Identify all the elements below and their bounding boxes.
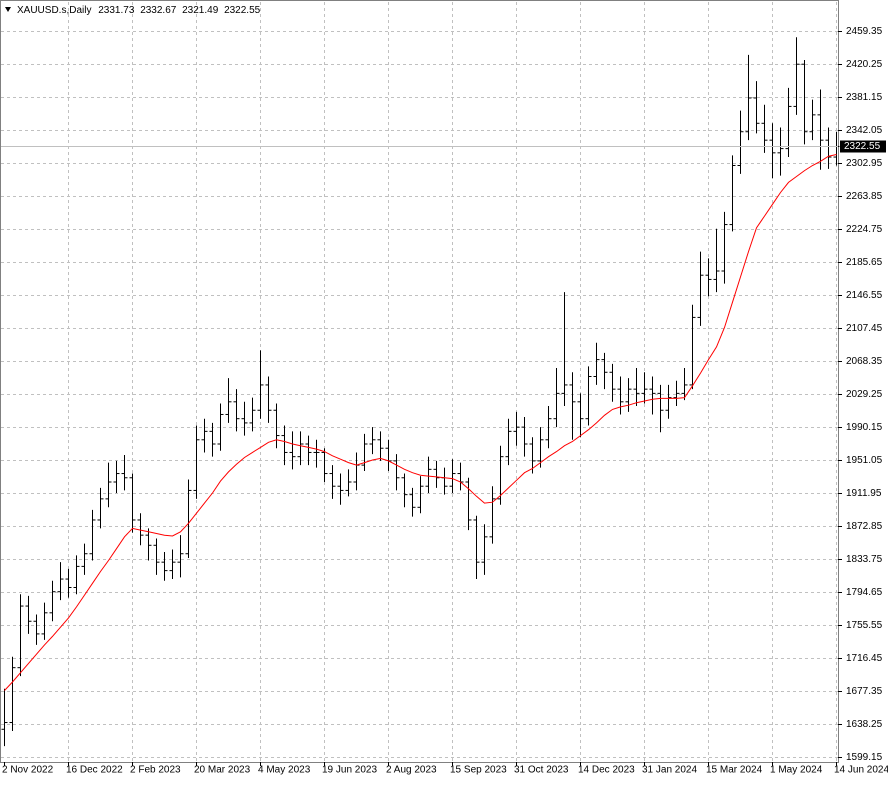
current-price-label: 2322.55 <box>844 141 881 152</box>
y-tick-label: 1755.55 <box>846 620 883 631</box>
y-tick-label: 1638.25 <box>846 719 883 730</box>
x-tick-label: 2 Feb 2023 <box>130 765 181 776</box>
x-tick-label: 2 Nov 2022 <box>2 765 54 776</box>
close-value: 2322.55 <box>224 5 261 16</box>
x-tick-label: 20 Mar 2023 <box>194 765 251 776</box>
x-tick-label: 2 Aug 2023 <box>386 765 437 776</box>
y-tick-label: 1911.95 <box>846 488 882 499</box>
x-tick-label: 4 May 2023 <box>258 765 311 776</box>
y-tick-label: 2185.65 <box>846 257 883 268</box>
y-tick-label: 2459.35 <box>846 26 883 37</box>
x-tick-label: 15 Mar 2024 <box>706 765 763 776</box>
y-tick-label: 2420.25 <box>846 59 883 70</box>
y-tick-label: 1794.65 <box>846 587 883 598</box>
bars <box>1 37 840 747</box>
y-tick-label: 2029.25 <box>846 389 883 400</box>
x-tick-label: 19 Jun 2023 <box>322 765 377 776</box>
symbol: XAUUSD.s,Daily <box>17 5 91 16</box>
low-value: 2321.49 <box>182 5 219 16</box>
y-tick-label: 1833.75 <box>846 554 883 565</box>
current-price-box <box>840 140 886 153</box>
axes: 1599.15 1638.25 1677.35 1716.45 1755.55 1794.… <box>1 26 888 776</box>
high-value: 2332.67 <box>140 5 177 16</box>
y-tick-label: 1677.35 <box>846 686 883 697</box>
y-tick-label: 2107.45 <box>846 323 883 334</box>
y-tick-label: 1951.05 <box>846 455 883 466</box>
y-tick-label: 1599.15 <box>846 752 883 763</box>
plot-frame <box>0 0 839 763</box>
open-value: 2331.73 <box>98 5 135 16</box>
chart-header: XAUUSD.s,Daily 2331.73 2332.67 2321.49 2… <box>17 5 261 16</box>
x-tick-label: 31 Jan 2024 <box>642 765 697 776</box>
moving-average <box>4 154 837 691</box>
x-tick-label: 14 Jun 2024 <box>834 765 888 776</box>
y-tick-label: 1990.15 <box>846 422 883 433</box>
x-tick-label: 16 Dec 2022 <box>66 765 123 776</box>
y-tick-label: 2302.95 <box>846 158 883 169</box>
x-tick-label: 1 May 2024 <box>770 765 823 776</box>
y-tick-label: 2381.15 <box>846 92 883 103</box>
y-tick-label: 2342.05 <box>846 125 883 136</box>
y-tick-label: 2224.75 <box>846 224 883 235</box>
y-tick-label: 2068.35 <box>846 356 883 367</box>
collapse-icon[interactable] <box>5 7 11 12</box>
y-tick-label: 2263.85 <box>846 191 883 202</box>
x-tick-label: 15 Sep 2023 <box>450 765 507 776</box>
y-tick-label: 2146.55 <box>846 290 883 301</box>
x-tick-label: 14 Dec 2023 <box>578 765 635 776</box>
y-tick-label: 1872.85 <box>846 521 883 532</box>
y-tick-label: 1716.45 <box>846 653 883 664</box>
x-tick-label: 31 Oct 2023 <box>514 765 569 776</box>
